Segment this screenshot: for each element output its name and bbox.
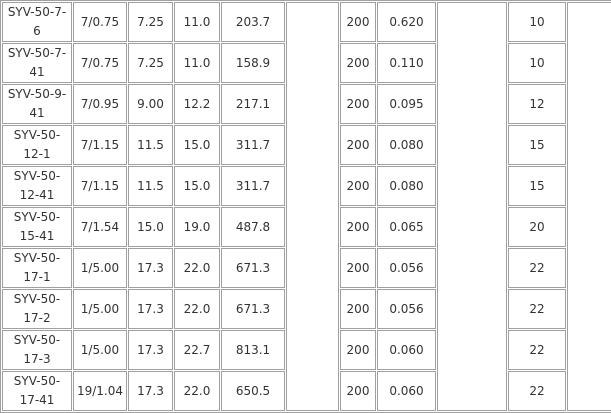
cell-weight: 158.9 bbox=[221, 43, 285, 83]
cell-conductor: 1/5.00 bbox=[73, 289, 127, 329]
cell-weight: 671.3 bbox=[221, 248, 285, 288]
empty-cell bbox=[567, 2, 611, 411]
cell-weight: 203.7 bbox=[221, 2, 285, 42]
cell-packing: 10 bbox=[508, 43, 566, 83]
cell-outer-diameter: 22.0 bbox=[174, 248, 220, 288]
table-row: SYV-50-7-41 7/0.75 7.25 11.0 158.9 200 0.110 10 bbox=[2, 43, 611, 83]
cell-model: SYV-50-17-1 bbox=[2, 248, 72, 288]
cell-insulation-diameter: 9.00 bbox=[128, 84, 173, 124]
cell-insulation-diameter: 17.3 bbox=[128, 248, 173, 288]
cell-model: SYV-50-12-41 bbox=[2, 166, 72, 206]
cell-voltage: 200 bbox=[340, 125, 376, 165]
cell-conductor: 7/0.75 bbox=[73, 43, 127, 83]
cell-conductor: 1/5.00 bbox=[73, 330, 127, 370]
empty-cell bbox=[286, 2, 339, 411]
table-row: SYV-50-17-2 1/5.00 17.3 22.0 671.3 200 0.056 22 bbox=[2, 289, 611, 329]
cell-voltage: 200 bbox=[340, 330, 376, 370]
cell-attenuation: 0.095 bbox=[377, 84, 436, 124]
cell-model: SYV-50-7-41 bbox=[2, 43, 72, 83]
cell-conductor: 19/1.04 bbox=[73, 371, 127, 411]
cell-packing: 15 bbox=[508, 166, 566, 206]
cell-outer-diameter: 11.0 bbox=[174, 2, 220, 42]
table-row: SYV-50-17-1 1/5.00 17.3 22.0 671.3 200 0.056 22 bbox=[2, 248, 611, 288]
cell-attenuation: 0.056 bbox=[377, 289, 436, 329]
cell-voltage: 200 bbox=[340, 84, 376, 124]
table-row: SYV-50-9-41 7/0.95 9.00 12.2 217.1 200 0.095 12 bbox=[2, 84, 611, 124]
cell-voltage: 200 bbox=[340, 43, 376, 83]
cell-model: SYV-50-15-41 bbox=[2, 207, 72, 247]
cell-weight: 311.7 bbox=[221, 166, 285, 206]
cell-voltage: 200 bbox=[340, 371, 376, 411]
cell-packing: 22 bbox=[508, 371, 566, 411]
cell-packing: 22 bbox=[508, 289, 566, 329]
cell-voltage: 200 bbox=[340, 166, 376, 206]
cell-packing: 20 bbox=[508, 207, 566, 247]
cell-weight: 311.7 bbox=[221, 125, 285, 165]
cell-conductor: 7/1.15 bbox=[73, 166, 127, 206]
cell-model: SYV-50-17-41 bbox=[2, 371, 72, 411]
cell-conductor: 7/1.15 bbox=[73, 125, 127, 165]
cell-model: SYV-50-7-6 bbox=[2, 2, 72, 42]
cell-voltage: 200 bbox=[340, 207, 376, 247]
cell-insulation-diameter: 7.25 bbox=[128, 43, 173, 83]
cell-insulation-diameter: 7.25 bbox=[128, 2, 173, 42]
cell-attenuation: 0.060 bbox=[377, 371, 436, 411]
cell-insulation-diameter: 11.5 bbox=[128, 166, 173, 206]
cell-insulation-diameter: 17.3 bbox=[128, 289, 173, 329]
cell-attenuation: 0.620 bbox=[377, 2, 436, 42]
cell-outer-diameter: 22.7 bbox=[174, 330, 220, 370]
cell-voltage: 200 bbox=[340, 248, 376, 288]
cell-weight: 671.3 bbox=[221, 289, 285, 329]
cell-weight: 217.1 bbox=[221, 84, 285, 124]
cell-packing: 22 bbox=[508, 248, 566, 288]
cell-attenuation: 0.080 bbox=[377, 125, 436, 165]
cell-insulation-diameter: 15.0 bbox=[128, 207, 173, 247]
cell-conductor: 7/0.95 bbox=[73, 84, 127, 124]
cell-model: SYV-50-17-2 bbox=[2, 289, 72, 329]
cell-voltage: 200 bbox=[340, 2, 376, 42]
cell-insulation-diameter: 11.5 bbox=[128, 125, 173, 165]
cell-insulation-diameter: 17.3 bbox=[128, 371, 173, 411]
cell-outer-diameter: 15.0 bbox=[174, 166, 220, 206]
cell-attenuation: 0.060 bbox=[377, 330, 436, 370]
cell-attenuation: 0.056 bbox=[377, 248, 436, 288]
empty-cell bbox=[437, 2, 507, 411]
cell-packing: 10 bbox=[508, 2, 566, 42]
table-row: SYV-50-12-1 7/1.15 11.5 15.0 311.7 200 0.080 15 bbox=[2, 125, 611, 165]
cell-weight: 650.5 bbox=[221, 371, 285, 411]
cell-voltage: 200 bbox=[340, 289, 376, 329]
table-row: SYV-50-17-3 1/5.00 17.3 22.7 813.1 200 0.060 22 bbox=[2, 330, 611, 370]
cell-attenuation: 0.065 bbox=[377, 207, 436, 247]
cell-attenuation: 0.110 bbox=[377, 43, 436, 83]
cell-conductor: 7/0.75 bbox=[73, 2, 127, 42]
cell-weight: 813.1 bbox=[221, 330, 285, 370]
table-row: SYV-50-12-41 7/1.15 11.5 15.0 311.7 200 0.080 1… bbox=[2, 166, 611, 206]
table-row: SYV-50-15-41 7/1.54 15.0 19.0 487.8 200 0.065 2… bbox=[2, 207, 611, 247]
cell-weight: 487.8 bbox=[221, 207, 285, 247]
cell-insulation-diameter: 17.3 bbox=[128, 330, 173, 370]
cell-conductor: 1/5.00 bbox=[73, 248, 127, 288]
cell-outer-diameter: 11.0 bbox=[174, 43, 220, 83]
cell-outer-diameter: 19.0 bbox=[174, 207, 220, 247]
cell-attenuation: 0.080 bbox=[377, 166, 436, 206]
cell-outer-diameter: 22.0 bbox=[174, 289, 220, 329]
cell-outer-diameter: 15.0 bbox=[174, 125, 220, 165]
cell-conductor: 7/1.54 bbox=[73, 207, 127, 247]
cell-model: SYV-50-17-3 bbox=[2, 330, 72, 370]
cell-outer-diameter: 12.2 bbox=[174, 84, 220, 124]
cell-packing: 12 bbox=[508, 84, 566, 124]
cell-outer-diameter: 22.0 bbox=[174, 371, 220, 411]
cell-model: SYV-50-9-41 bbox=[2, 84, 72, 124]
cell-packing: 15 bbox=[508, 125, 566, 165]
cell-packing: 22 bbox=[508, 330, 566, 370]
cell-model: SYV-50-12-1 bbox=[2, 125, 72, 165]
